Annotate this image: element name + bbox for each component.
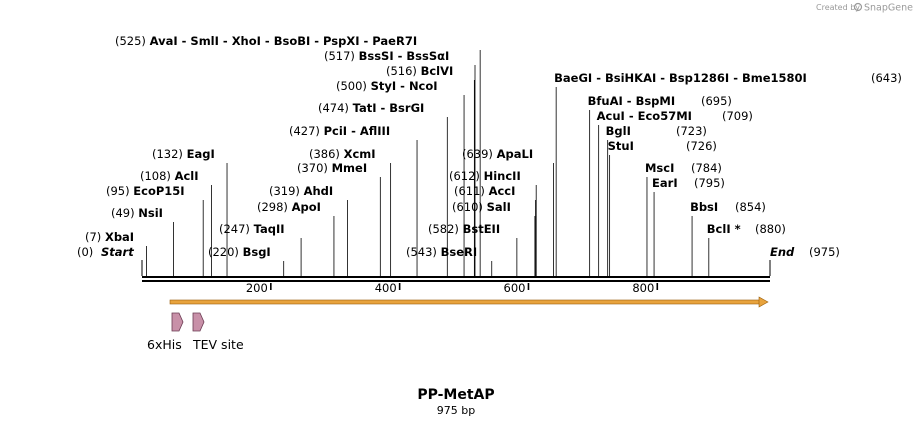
site-bclvi[interactable]: (516) BclVI — [386, 64, 475, 276]
site-label: BaeGI - BsiHKAI - Bsp1286I - Bme1580I — [554, 71, 807, 85]
site-acli[interactable]: (108) AclI — [140, 169, 212, 276]
site-label: BclI * — [707, 222, 741, 236]
site-stui[interactable]: StuI (726) — [608, 139, 717, 276]
site-apali[interactable]: (639) ApaLI — [462, 147, 554, 276]
site-label: (370) MmeI — [297, 161, 367, 175]
site-label: (386) XcmI — [309, 147, 376, 161]
site-styi[interactable]: (500) StyI - NcoI — [336, 79, 465, 276]
site-eagi[interactable]: (132) EagI — [152, 147, 228, 276]
site-xbai[interactable]: (7) XbaI — [85, 230, 147, 276]
map-length: 975 bp — [437, 404, 475, 417]
site-position: (726) — [686, 139, 717, 153]
site-label: (612) HincII — [449, 169, 521, 183]
feature-label: 6xHis — [147, 337, 182, 352]
site-bfuai[interactable]: BfuAI - BspMI (695) — [588, 94, 732, 276]
start-position: (0) — [77, 245, 93, 259]
site-label: (611) AccI — [454, 184, 515, 198]
site-label: (247) TaqII — [219, 222, 285, 236]
ruler-tick-label: 200 — [246, 281, 268, 295]
site-mmei[interactable]: (370) MmeI — [297, 161, 381, 276]
site-label: BbsI — [690, 200, 718, 214]
site-sali[interactable]: (610) SalI — [452, 200, 536, 276]
orf-arrowhead-icon — [758, 296, 769, 308]
site-avai[interactable]: (525) AvaI - SmlI - XhoI - BsoBI - PspXI… — [115, 34, 481, 276]
site-label: (95) EcoP15I — [106, 184, 185, 198]
site-bseri[interactable]: (543) BseRI — [406, 245, 493, 276]
site-position: (784) — [691, 161, 722, 175]
site-label: BfuAI - BspMI — [588, 94, 676, 108]
feature-arrow-icon — [192, 312, 205, 332]
site-label: (132) EagI — [152, 147, 215, 161]
site-label: (7) XbaI — [85, 230, 134, 244]
site-label: (474) TatI - BsrGI — [318, 101, 424, 115]
site-acui[interactable]: AcuI - Eco57MI (709) — [597, 109, 753, 276]
site-ecop15i[interactable]: (95) EcoP15I — [106, 184, 204, 276]
credit-prefix: Created by — [816, 3, 860, 12]
ruler-tick-label: 400 — [375, 281, 397, 295]
site-label: (427) PciI - AflIII — [289, 124, 390, 138]
site-tati[interactable]: (474) TatI - BsrGI — [318, 101, 448, 276]
site-label: (516) BclVI — [386, 64, 453, 78]
site-xcmi[interactable]: (386) XcmI — [309, 147, 392, 276]
site-label: (319) AhdI — [269, 184, 333, 198]
site-label: (610) SalI — [452, 200, 511, 214]
credit-brand: SnapGene — [864, 3, 913, 14]
site-label: EarI — [652, 176, 678, 190]
site-baegi[interactable]: BaeGI - BsiHKAI - Bsp1286I - Bme1580I (64… — [554, 71, 902, 276]
ruler: 200 400 600 800 — [246, 281, 659, 295]
site-msci[interactable]: MscI (784) — [645, 161, 722, 276]
feature-arrow-icon — [171, 312, 184, 332]
site-position: (880) — [755, 222, 786, 236]
end-label: End — [770, 245, 795, 259]
feature-tev-site[interactable]: TEV site — [192, 312, 244, 352]
site-eari[interactable]: EarI (795) — [652, 176, 725, 276]
site-label: StuI — [608, 139, 634, 153]
site-label: (49) NsiI — [111, 206, 163, 220]
orf-arrow[interactable] — [169, 296, 769, 308]
site-position: (695) — [701, 94, 732, 108]
ruler-tick-label: 800 — [632, 281, 654, 295]
site-bsssi[interactable]: (517) BssSI - BssSαI — [324, 49, 476, 276]
site-taqii[interactable]: (247) TaqII — [219, 222, 302, 276]
site-apoi[interactable]: (298) ApoI — [257, 200, 335, 276]
site-bgli[interactable]: BglI (723) — [606, 124, 707, 276]
site-nsii[interactable]: (49) NsiI — [111, 206, 174, 276]
site-label: (220) BsgI — [208, 245, 271, 259]
site-ahdi[interactable]: (319) AhdI — [269, 184, 348, 276]
site-bcli[interactable]: BclI * (880) — [707, 222, 786, 276]
site-label: (108) AclI — [140, 169, 199, 183]
site-label: (582) BstEII — [428, 222, 500, 236]
site-acci[interactable]: (611) AccI — [454, 184, 536, 276]
site-label: BglI — [606, 124, 631, 138]
orf-bar — [169, 299, 761, 305]
ruler-tick-label: 600 — [504, 281, 526, 295]
feature-6xhis[interactable]: 6xHis — [147, 312, 184, 352]
site-label: (543) BseRI — [406, 245, 477, 259]
site-label: (525) AvaI - SmlI - XhoI - BsoBI - PspXI… — [115, 34, 417, 48]
start-label: Start — [101, 245, 134, 259]
site-label: MscI — [645, 161, 674, 175]
site-hincii[interactable]: (612) HincII — [449, 169, 537, 276]
site-position: (854) — [735, 200, 766, 214]
end-position: (975) — [809, 245, 840, 259]
site-position: (795) — [694, 176, 725, 190]
site-label: (517) BssSI - BssSαI — [324, 49, 449, 63]
site-label: AcuI - Eco57MI — [597, 109, 692, 123]
site-bsteii[interactable]: (582) BstEII — [428, 222, 518, 276]
site-position: (709) — [722, 109, 753, 123]
restriction-sites: (7) XbaI (49) NsiI (95) EcoP15I(108) AclI (… — [85, 34, 902, 276]
site-label: (639) ApaLI — [462, 147, 533, 161]
site-label: (298) ApoI — [257, 200, 321, 214]
site-bsgi[interactable]: (220) BsgI — [208, 245, 285, 276]
site-pcii[interactable]: (427) PciI - AflIII — [289, 124, 418, 276]
site-bbsi[interactable]: BbsI (854) — [690, 200, 766, 276]
site-position: (723) — [676, 124, 707, 138]
site-label: (500) StyI - NcoI — [336, 79, 438, 93]
snapgene-logo-icon — [853, 2, 863, 12]
feature-label: TEV site — [192, 337, 244, 352]
map-title: PP-MetAP — [417, 387, 494, 403]
site-position: (643) — [871, 71, 902, 85]
